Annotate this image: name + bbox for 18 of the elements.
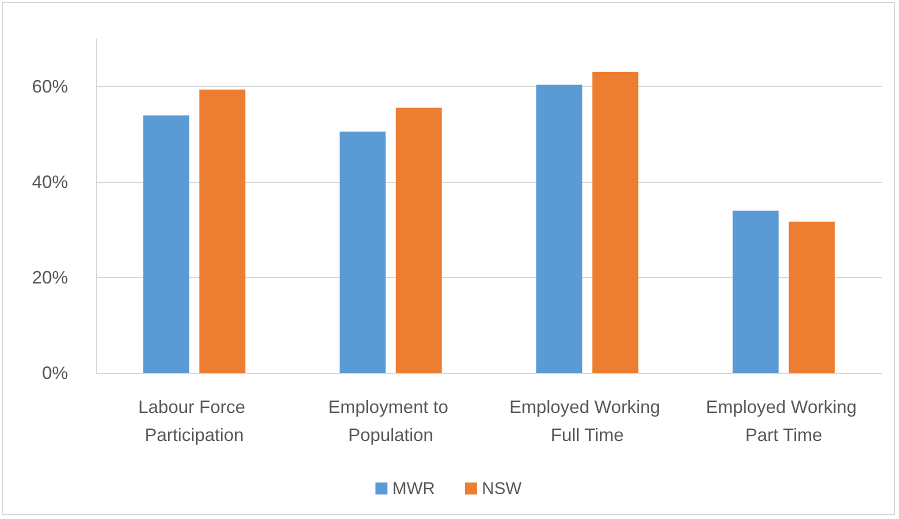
bar xyxy=(340,132,386,373)
legend-label: MWR xyxy=(392,479,435,498)
y-tick-label: 60% xyxy=(32,76,68,97)
x-tick-label: Labour Force Participation xyxy=(138,397,250,445)
y-tick-label: 0% xyxy=(42,363,68,383)
y-tick-label: 20% xyxy=(32,268,68,288)
bar xyxy=(788,222,835,373)
x-tick-label: Employed Working Part Time xyxy=(706,397,862,445)
bar xyxy=(396,108,442,373)
bar xyxy=(199,90,246,373)
bar xyxy=(143,115,190,373)
y-tick-label: 40% xyxy=(32,172,68,192)
bar xyxy=(536,84,582,373)
bar xyxy=(732,210,779,373)
x-tick-label: Employed Working Full Time xyxy=(509,397,666,445)
x-tick-label: Employment to Population xyxy=(328,397,454,445)
legend-label: NSW xyxy=(482,479,522,498)
bar xyxy=(592,72,638,373)
